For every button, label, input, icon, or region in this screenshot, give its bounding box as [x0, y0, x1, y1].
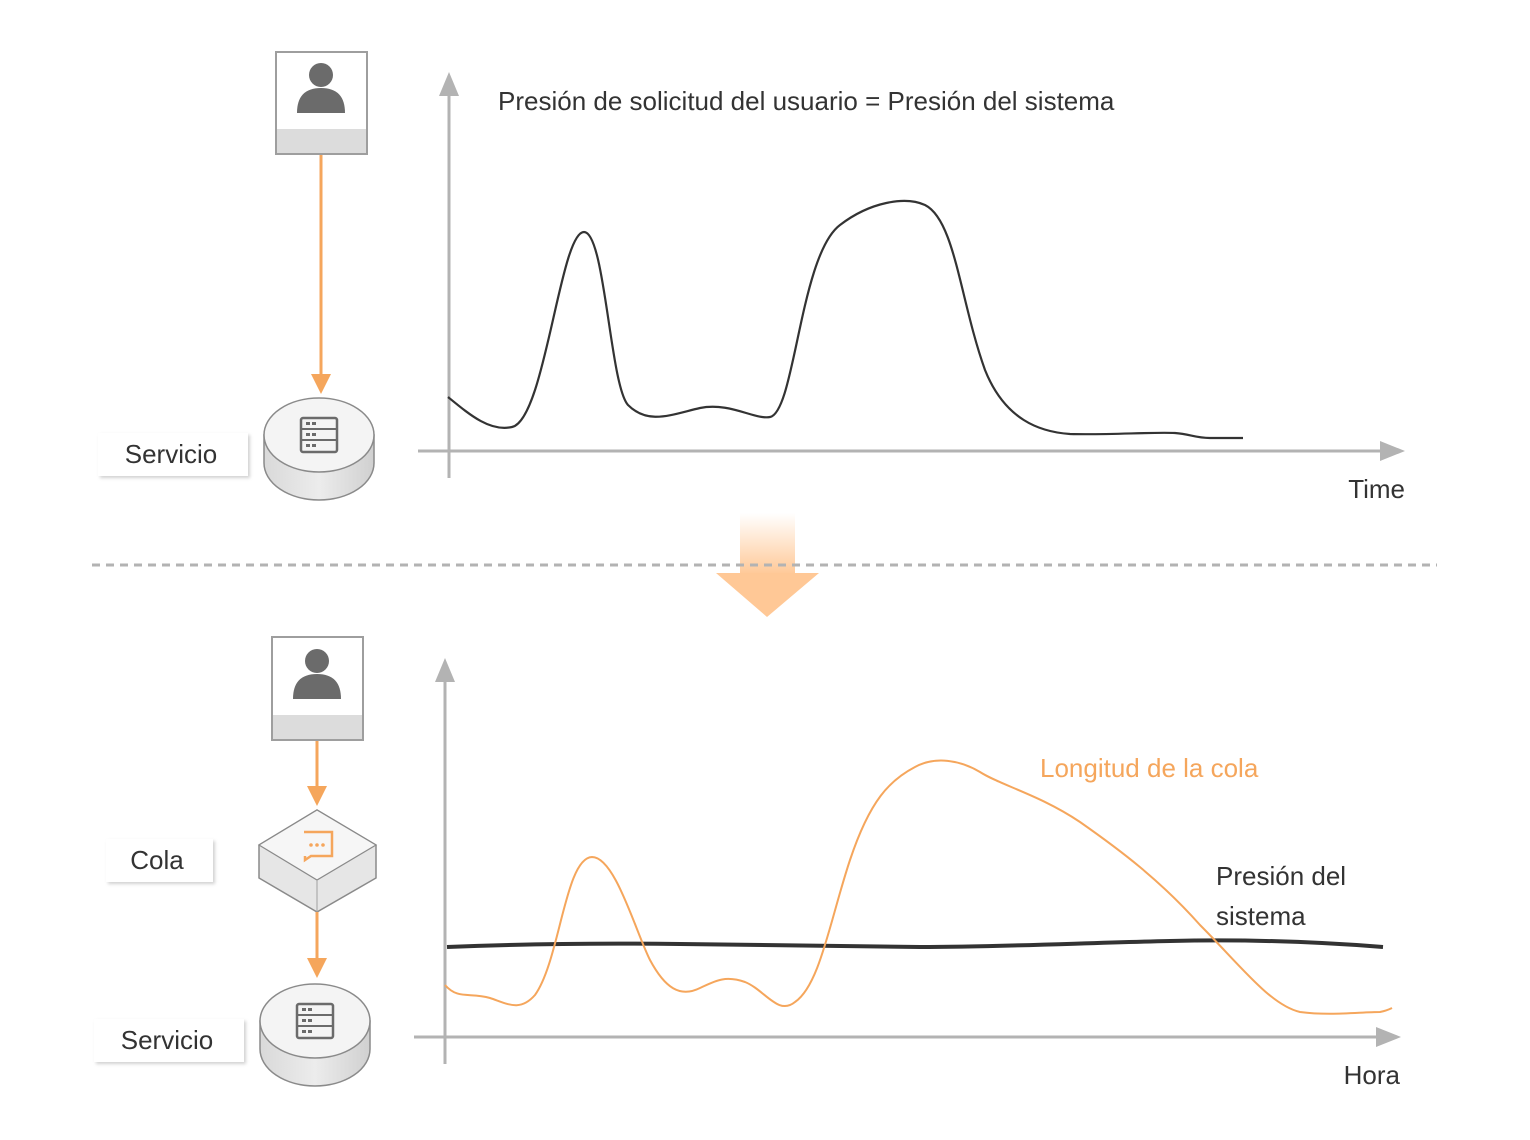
top-request-arrow	[311, 155, 331, 394]
system-pressure-series-label-line2: sistema	[1216, 901, 1306, 931]
top-section: Servicio Presión de solicitud del usuari…	[98, 51, 1405, 504]
queue-label: Cola	[130, 845, 184, 875]
top-service-tag: Servicio	[98, 433, 248, 476]
user-icon	[297, 63, 345, 113]
top-chart-title: Presión de solicitud del usuario = Presi…	[498, 86, 1115, 116]
bottom-request-arrow-2	[307, 912, 327, 978]
server-icon	[299, 416, 339, 454]
top-service-label: Servicio	[125, 439, 217, 469]
queue-tag: Cola	[106, 839, 213, 882]
user-icon	[293, 649, 341, 699]
queue-length-curve	[444, 759, 1393, 1015]
system-pressure-curve	[446, 938, 1384, 950]
bottom-axes	[414, 658, 1401, 1064]
bottom-service-tag: Servicio	[94, 1019, 244, 1062]
system-pressure-series-label-line1: Presión del	[1216, 861, 1346, 891]
top-x-axis-label: Time	[1348, 474, 1405, 504]
bottom-x-axis-label: Hora	[1344, 1060, 1401, 1090]
server-icon	[295, 1002, 335, 1040]
user-request-pressure-curve	[447, 199, 1243, 440]
queue-length-series-label: Longitud de la cola	[1040, 753, 1259, 783]
bottom-request-arrow-1	[307, 741, 327, 806]
top-axes	[418, 72, 1405, 478]
bottom-user-card	[271, 636, 364, 741]
bottom-service-label: Servicio	[121, 1025, 213, 1055]
top-service-node	[263, 397, 375, 501]
top-user-card	[275, 51, 368, 155]
bottom-service-node	[259, 983, 371, 1087]
queue-node	[257, 809, 378, 913]
bottom-section: Cola Servicio	[94, 636, 1401, 1090]
message-queue-icon	[303, 830, 334, 863]
